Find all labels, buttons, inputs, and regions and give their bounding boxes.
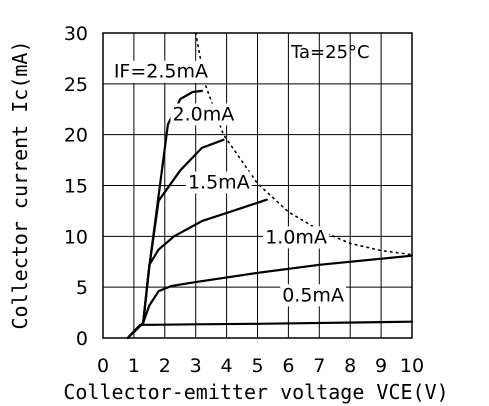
curve-label: 2.0mA [173,103,235,125]
x-tick-label: 7 [313,355,325,377]
curve-label-background [263,226,329,249]
y-tick-label: 5 [76,277,88,299]
temperature-annotation: Ta=25°C [290,42,370,63]
x-tick-label: 5 [251,355,263,377]
x-tick-label: 9 [375,355,387,377]
curve-label-background [280,284,346,307]
y-axis-title: Collector current Ic(mA) [8,41,32,330]
x-axis-title: Collector-emitter voltage VCE(V) [63,380,448,404]
x-tick-label: 0 [97,355,109,377]
power-limit-curve [194,32,413,256]
series-line [126,198,268,340]
curve-label-background [111,60,211,83]
curve-label-background [170,103,237,126]
series-line [126,254,414,340]
curve-label: IF=2.5mA [114,61,208,83]
x-tick-label: 6 [282,355,294,377]
y-tick-label: 20 [64,125,88,147]
y-tick-label: 0 [76,328,88,350]
y-tick-label: 10 [64,226,88,248]
y-tick-label: 15 [64,176,88,198]
x-tick-label: 1 [128,355,140,377]
curve-labels: IF=2.5mA 2.0mA 1.5mA 1.0mA 0.5mA [111,60,346,307]
y-tick-labels: 0 5 10 15 20 25 30 [64,23,88,350]
curve-label: 1.0mA [265,226,327,248]
plot-frame [102,32,413,339]
power-dissipation-limit [194,32,413,256]
x-tick-label: 8 [344,355,356,377]
y-tick-label: 30 [64,23,88,45]
x-tick-labels: 0 1 2 3 4 5 6 7 8 9 10 [97,355,424,377]
series-line [126,138,225,340]
x-tick-label: 4 [221,355,233,377]
curve-label-background [185,171,252,194]
x-tick-label: 10 [400,355,424,377]
curve-label: 1.5mA [188,172,250,194]
series-curves [126,89,414,340]
y-tick-label: 25 [64,74,88,96]
series-line [126,320,414,340]
x-tick-label: 2 [159,355,171,377]
x-tick-label: 3 [190,355,202,377]
curve-label: 0.5mA [282,284,344,306]
